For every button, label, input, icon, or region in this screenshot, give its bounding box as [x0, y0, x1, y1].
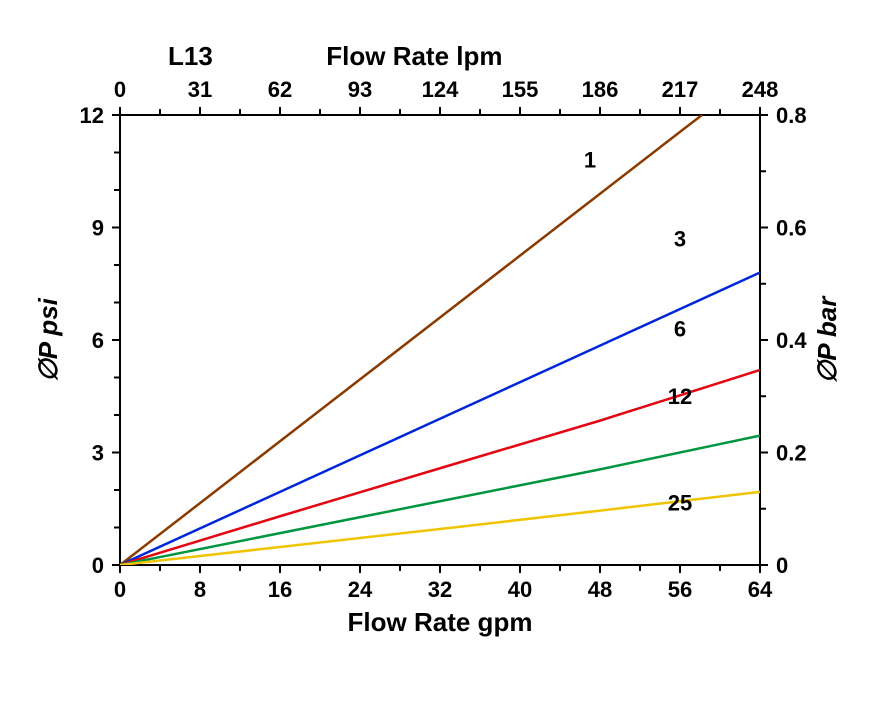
x-bottom-tick-label: 16 [268, 577, 292, 602]
series-label-25: 25 [668, 491, 692, 516]
series-label-12: 12 [668, 384, 692, 409]
y-right-tick-label: 0.2 [776, 441, 807, 466]
x-top-tick-label: 155 [502, 77, 539, 102]
x-bottom-axis-label: Flow Rate gpm [348, 607, 533, 637]
series-label-3: 3 [674, 226, 686, 251]
x-bottom-tick-label: 40 [508, 577, 532, 602]
y-left-tick-label: 3 [92, 441, 104, 466]
chart-title-prefix: L13 [168, 41, 213, 71]
series-label-1: 1 [584, 148, 596, 173]
x-bottom-tick-label: 32 [428, 577, 452, 602]
y-left-tick-label: 0 [92, 553, 104, 578]
x-top-tick-label: 93 [348, 77, 372, 102]
y-left-tick-label: 9 [92, 216, 104, 241]
y-left-tick-label: 6 [92, 328, 104, 353]
chart-container: 0816243240485664Flow Rate gpm03162931241… [0, 0, 878, 702]
y-left-axis-label: ∅P psi [33, 297, 63, 382]
y-right-tick-label: 0.8 [776, 103, 807, 128]
x-top-tick-label: 124 [422, 77, 459, 102]
y-right-tick-label: 0 [776, 553, 788, 578]
x-bottom-tick-label: 48 [588, 577, 612, 602]
x-top-tick-label: 62 [268, 77, 292, 102]
y-right-tick-label: 0.4 [776, 328, 807, 353]
y-right-axis-label: ∅P bar [812, 295, 842, 384]
x-bottom-tick-label: 0 [114, 577, 126, 602]
x-bottom-tick-label: 8 [194, 577, 206, 602]
x-top-tick-label: 0 [114, 77, 126, 102]
x-top-tick-label: 217 [662, 77, 699, 102]
x-top-tick-label: 186 [582, 77, 619, 102]
x-top-tick-label: 248 [742, 77, 779, 102]
flow-rate-chart: 0816243240485664Flow Rate gpm03162931241… [0, 0, 878, 702]
x-top-tick-label: 31 [188, 77, 212, 102]
x-top-axis-label: Flow Rate lpm [326, 41, 502, 71]
y-right-tick-label: 0.6 [776, 216, 807, 241]
x-bottom-tick-label: 64 [748, 577, 773, 602]
x-bottom-tick-label: 56 [668, 577, 692, 602]
x-bottom-tick-label: 24 [348, 577, 373, 602]
series-label-6: 6 [674, 316, 686, 341]
y-left-tick-label: 12 [80, 103, 104, 128]
